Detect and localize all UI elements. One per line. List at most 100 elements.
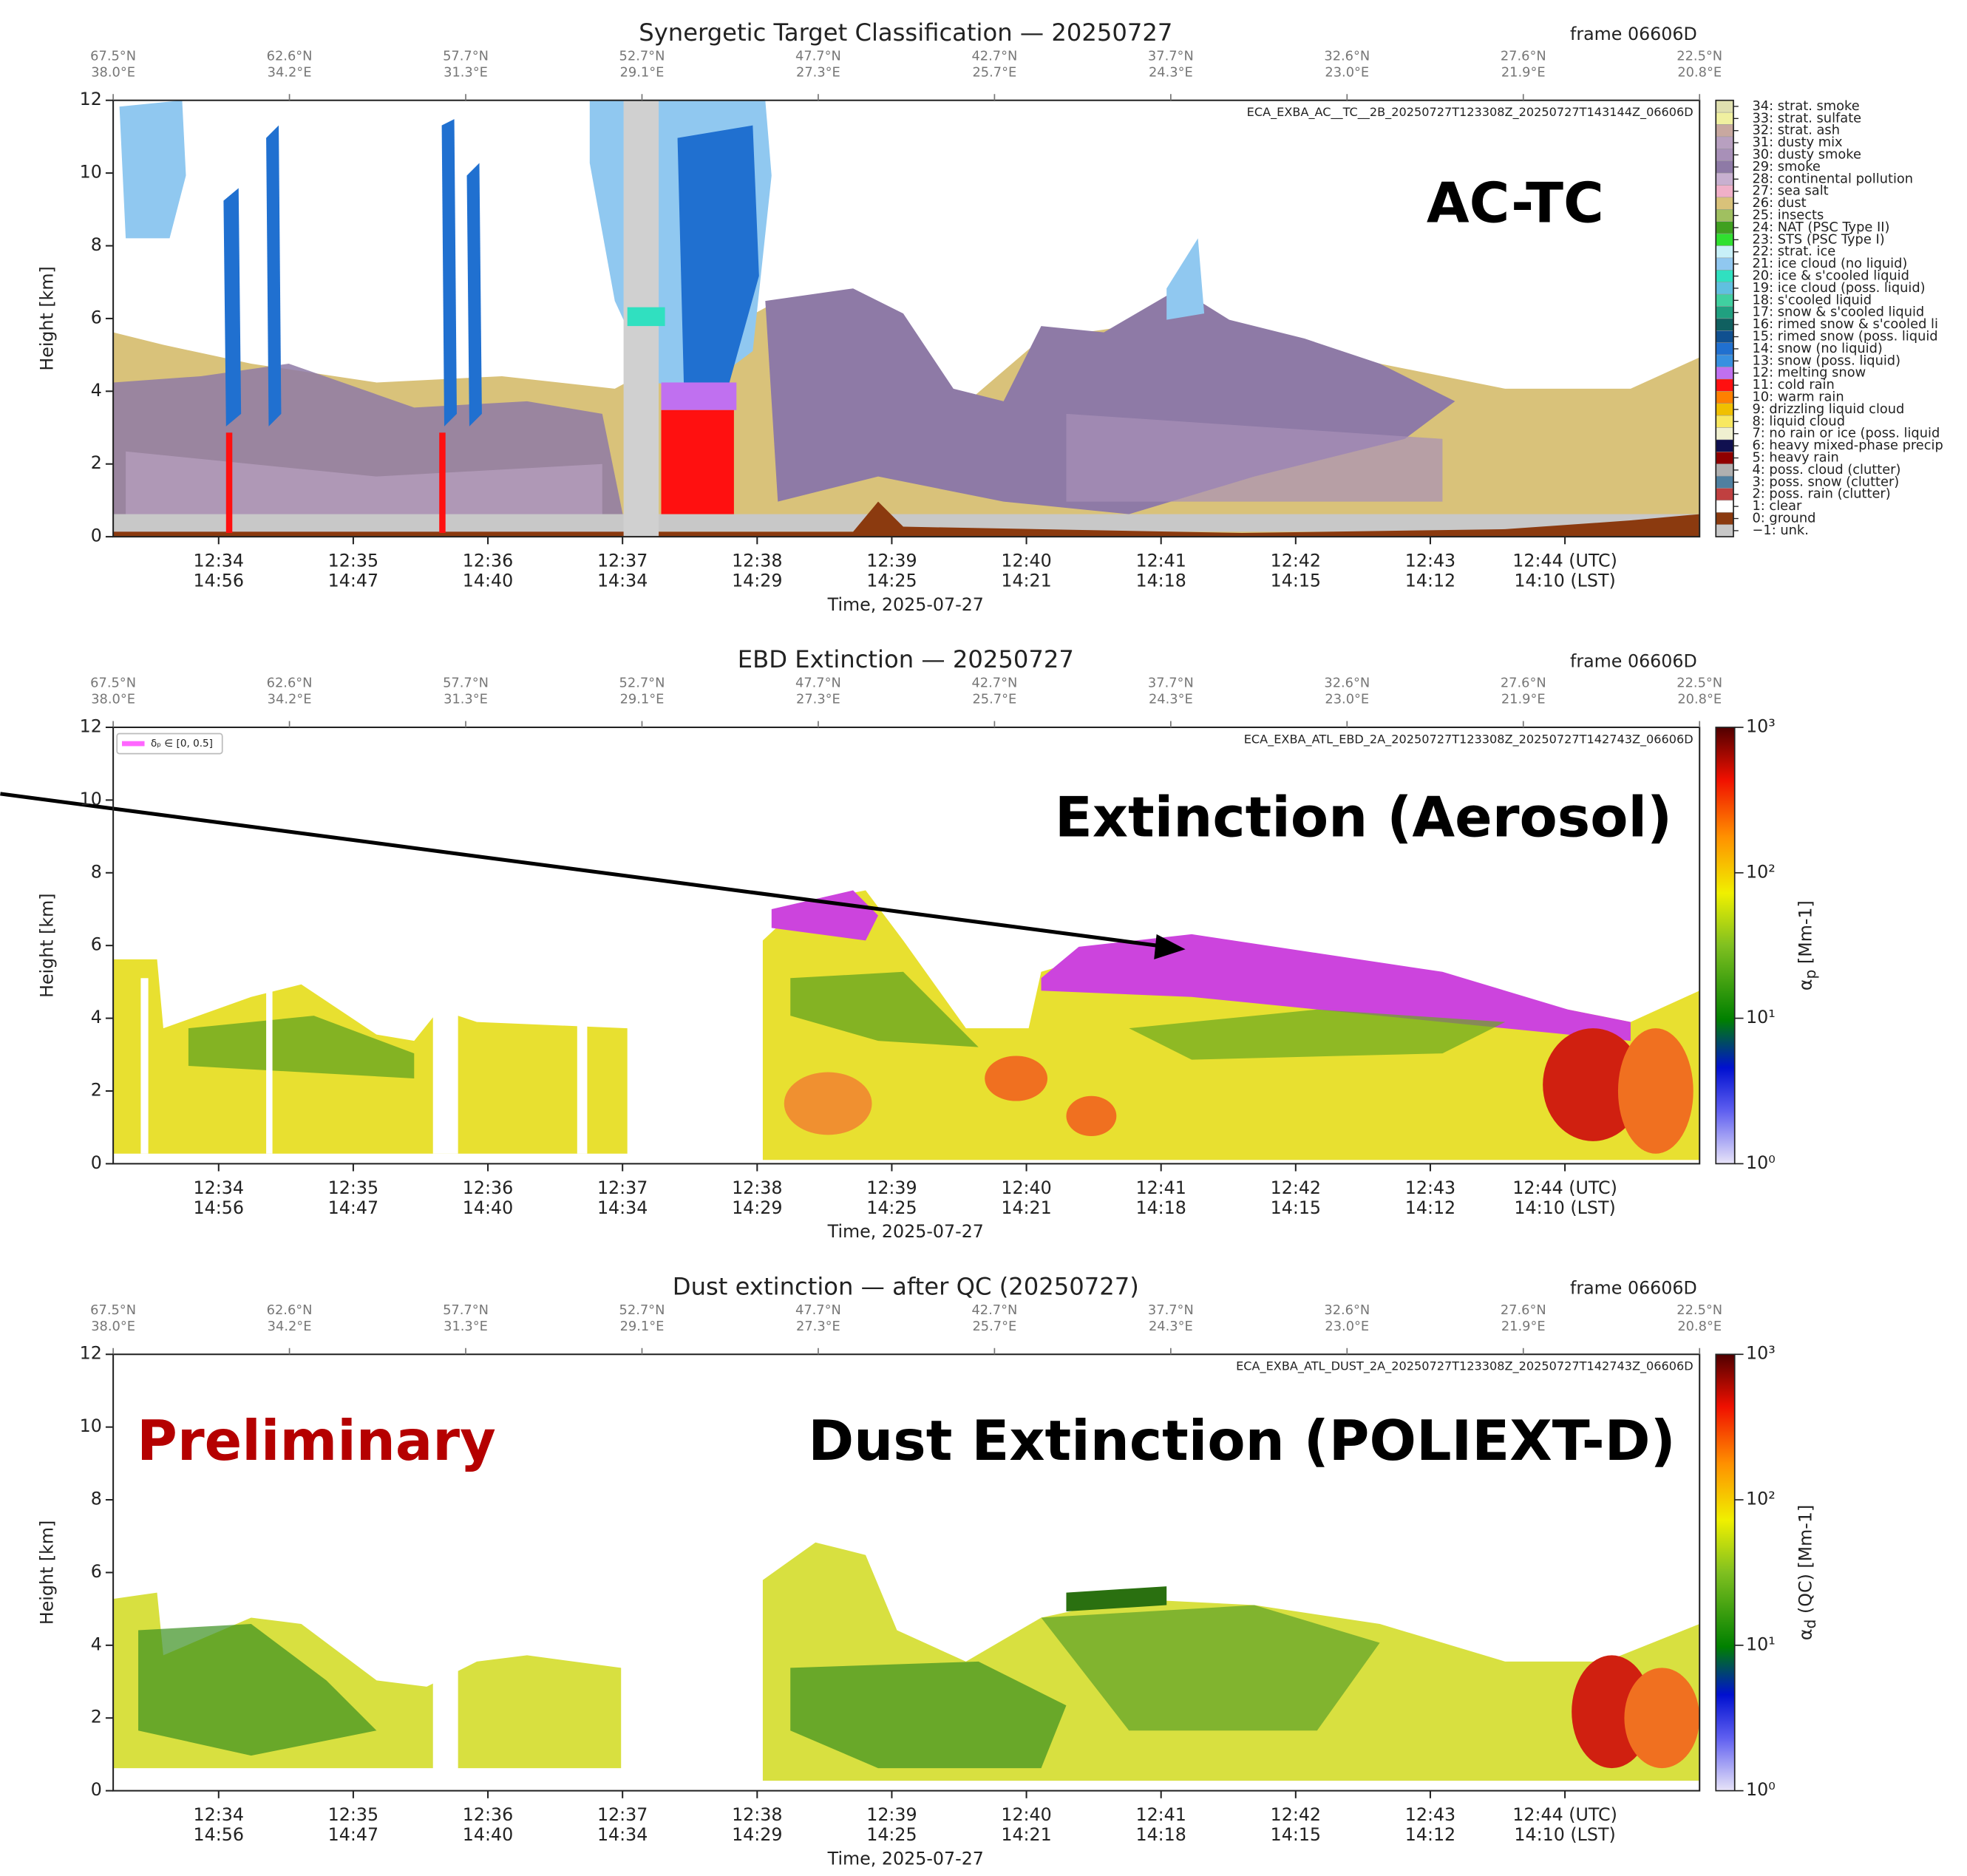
legend-label: 9: drizzling liquid cloud <box>1752 401 1904 417</box>
legend-swatch <box>1716 293 1734 307</box>
dust-field <box>113 1542 1700 1781</box>
x-tick-utc: 12:41 <box>1135 1804 1186 1825</box>
y-tick-label: 4 <box>91 380 102 401</box>
legend-swatch <box>1716 378 1734 392</box>
legend-swatch <box>1716 185 1734 198</box>
legend-swatch <box>1716 124 1734 137</box>
x-tick-lst: 14:40 <box>463 1197 513 1218</box>
legend-label: 16: rimed snow & s'cooled li <box>1752 316 1937 332</box>
legend-label: 12: melting snow <box>1752 365 1866 381</box>
x-tick-lst: 14:40 <box>463 571 513 591</box>
y-axis-label: Height [km] <box>36 1520 57 1625</box>
y-tick-label: 2 <box>91 1079 102 1100</box>
geo-lon: 34.2°E <box>268 64 312 80</box>
legend-box <box>116 733 223 755</box>
x-tick-lst: 14:40 <box>463 1824 513 1845</box>
geo-lon: 38.0°E <box>91 1319 135 1334</box>
x-tick-lst: 14:56 <box>194 1197 244 1218</box>
legend-label: 11: cold rain <box>1752 377 1834 392</box>
y-tick-label: 8 <box>91 861 102 882</box>
legend-label: 29: smoke <box>1752 159 1820 174</box>
geo-lon: 27.3°E <box>796 692 840 707</box>
colorbar-tick-label: 10² <box>1746 861 1776 882</box>
x-tick-utc: 12:43 <box>1405 1804 1455 1825</box>
legend-label: 21: ice cloud (no liquid) <box>1752 256 1907 271</box>
colorbar <box>1715 727 1736 1165</box>
x-tick-lst: 14:15 <box>1271 1824 1321 1845</box>
colorbar-label: αp [Mm-1] <box>1795 900 1819 990</box>
geo-lat: 22.5°N <box>1676 1302 1722 1318</box>
x-axis-label: Time, 2025-07-27 <box>827 1221 984 1242</box>
geo-lon: 24.3°E <box>1149 1319 1193 1334</box>
legend-swatch <box>1716 415 1734 428</box>
legend-label: 0: ground <box>1752 511 1815 526</box>
colorbar <box>1715 1353 1736 1792</box>
colorbar-tick-label: 10⁰ <box>1746 1779 1776 1800</box>
geo-lon: 21.9°E <box>1501 692 1546 707</box>
annotation: AC-TC <box>1427 171 1604 235</box>
geo-lat: 47.7°N <box>795 1302 841 1318</box>
geo-lat: 27.6°N <box>1501 676 1546 691</box>
x-tick-utc: 12:38 <box>732 1804 782 1825</box>
legend-swatch <box>1716 282 1734 295</box>
geo-lon: 34.2°E <box>268 692 312 707</box>
y-tick-label: 0 <box>91 526 102 546</box>
legend-label: 7: no rain or ice (poss. liquid <box>1752 426 1940 441</box>
legend-swatch <box>1716 403 1734 416</box>
x-tick-utc: 12:40 <box>1001 1177 1051 1198</box>
legend-swatch <box>1716 233 1734 246</box>
x-tick-lst: 14:10 (LST) <box>1514 571 1615 591</box>
legend-swatch <box>1716 149 1734 161</box>
x-tick-lst: 14:18 <box>1135 1197 1186 1218</box>
y-tick-label: 8 <box>91 234 102 255</box>
x-tick-utc: 12:41 <box>1135 1177 1186 1198</box>
geo-lat: 52.7°N <box>619 48 665 64</box>
colorbar-label-part: α <box>1795 1628 1815 1640</box>
geo-lon: 21.9°E <box>1501 1319 1546 1334</box>
file-label: ECA_EXBA_ATL_EBD_2A_20250727T123308Z_202… <box>1244 732 1693 747</box>
y-tick-label: 12 <box>80 716 102 736</box>
geo-lon: 25.7°E <box>973 1319 1017 1334</box>
legend-label: 17: snow & s'cooled liquid <box>1752 305 1924 320</box>
x-tick-lst: 14:12 <box>1405 1824 1455 1845</box>
colorbar-tick-label: 10¹ <box>1746 1634 1776 1654</box>
x-tick-utc: 12:44 (UTC) <box>1512 1177 1617 1198</box>
geo-lat: 27.6°N <box>1501 48 1546 64</box>
x-tick-utc: 12:44 (UTC) <box>1512 1804 1617 1825</box>
legend-swatch <box>1716 221 1734 234</box>
legend-label: 20: ice & s'cooled liquid <box>1752 268 1909 284</box>
x-tick-lst: 14:15 <box>1271 1197 1321 1218</box>
x-tick-utc: 12:39 <box>866 1804 917 1825</box>
colorbar-label-part: d <box>1801 1620 1819 1629</box>
y-axis-label: Height [km] <box>36 893 57 997</box>
x-tick-utc: 12:36 <box>463 551 513 571</box>
geo-lat: 32.6°N <box>1324 48 1370 64</box>
legend-swatch <box>1716 500 1734 513</box>
x-tick-utc: 12:35 <box>328 551 378 571</box>
arrow-head <box>1154 934 1186 959</box>
x-tick-lst: 14:47 <box>328 571 378 591</box>
x-tick-lst: 14:21 <box>1001 1824 1051 1845</box>
x-tick-utc: 12:41 <box>1135 551 1186 571</box>
x-tick-utc: 12:37 <box>597 1177 648 1198</box>
geo-lon: 38.0°E <box>91 64 135 80</box>
x-axis-label: Time, 2025-07-27 <box>827 594 984 615</box>
x-tick-lst: 14:10 (LST) <box>1514 1824 1615 1845</box>
legend-label: 2: poss. rain (clutter) <box>1752 486 1890 502</box>
x-tick-lst: 14:15 <box>1271 571 1321 591</box>
chart-title: Dust extinction — after QC (20250727) <box>673 1272 1139 1300</box>
geo-lat: 42.7°N <box>971 1302 1017 1318</box>
y-tick-label: 12 <box>80 1343 102 1364</box>
legend-swatch <box>1716 318 1734 331</box>
geo-lat: 47.7°N <box>795 676 841 691</box>
geo-lat: 62.6°N <box>267 1302 313 1318</box>
legend-label: 3: poss. snow (clutter) <box>1752 474 1899 489</box>
x-tick-utc: 12:38 <box>732 1177 782 1198</box>
annotation: Extinction (Aerosol) <box>1055 786 1672 850</box>
geo-lat: 27.6°N <box>1501 1302 1546 1318</box>
x-tick-lst: 14:18 <box>1135 571 1186 591</box>
frame-label: frame 06606D <box>1570 650 1697 671</box>
x-tick-utc: 12:38 <box>732 551 782 571</box>
x-tick-lst: 14:18 <box>1135 1824 1186 1845</box>
